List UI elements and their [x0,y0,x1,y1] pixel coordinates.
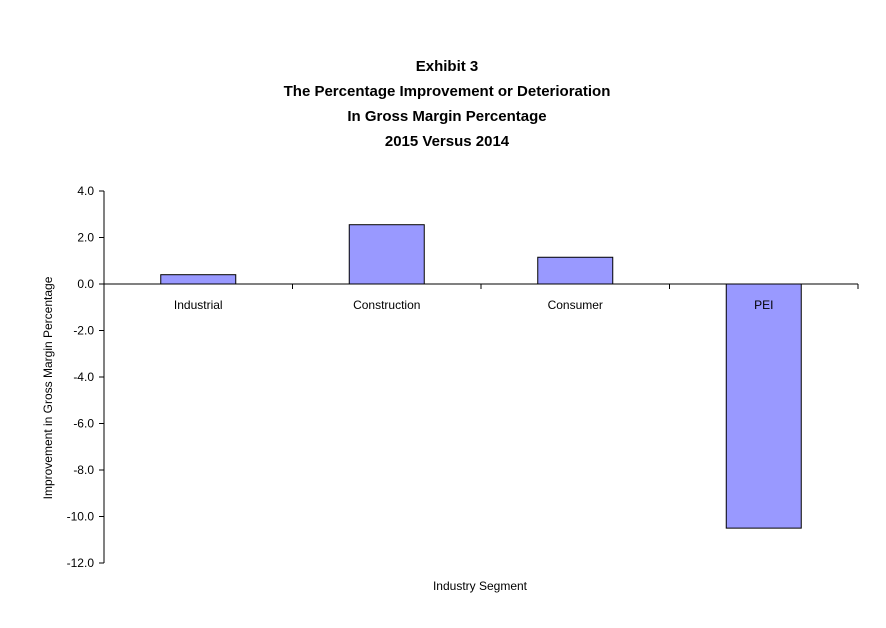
category-label-construction: Construction [353,298,420,312]
bar-consumer [537,256,614,285]
y-axis-title: Improvement in Gross Margin Percentage [41,276,55,499]
y-tick-label: 0.0 [77,277,94,291]
chart-title-line-1: Exhibit 3 [415,58,479,75]
y-tick-label: -4.0 [73,370,94,384]
y-tick-label: -6.0 [73,417,94,431]
x-axis-title: Industry Segment [433,579,528,593]
category-label-consumer: Consumer [548,298,603,312]
category-label-industrial: Industrial [174,298,223,312]
y-tick-label: 2.0 [77,231,94,245]
y-tick-label: 4.0 [77,184,94,198]
y-tick-label: -2.0 [73,324,94,338]
chart-title-line-2: The Percentage Improvement or Deteriorat… [283,83,611,100]
bar-construction [348,224,425,285]
y-tick-label: -10.0 [67,510,95,524]
bar-industrial [160,274,237,285]
category-label-pei: PEI [754,298,773,312]
bar-pei [725,283,802,529]
y-tick-label: -12.0 [67,556,95,570]
chart-title-line-4: 2015 Versus 2014 [384,133,510,150]
y-tick-label: -8.0 [73,463,94,477]
chart-title-line-3: In Gross Margin Percentage [347,108,547,125]
